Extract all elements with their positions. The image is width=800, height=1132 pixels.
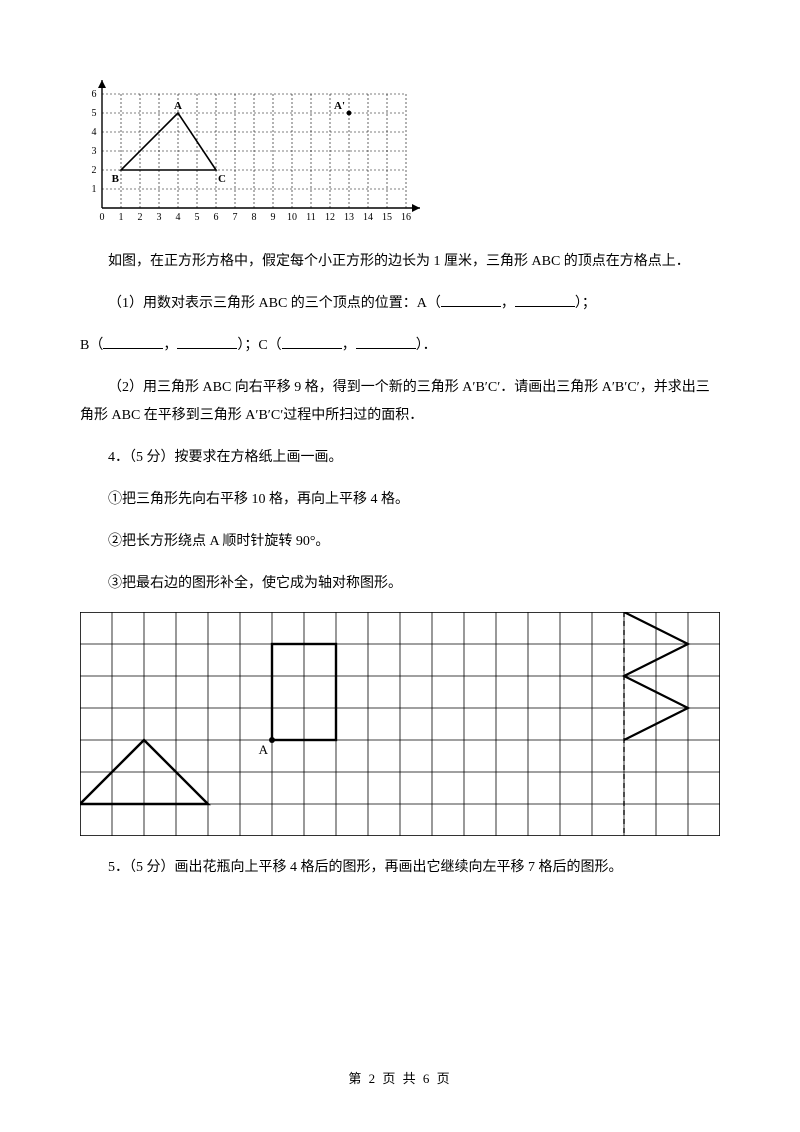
page-footer: 第 2 页 共 6 页: [0, 1066, 800, 1092]
svg-text:1: 1: [119, 212, 124, 223]
q1-b-end: ）．: [416, 338, 437, 353]
blank-a-x[interactable]: [441, 293, 501, 307]
svg-text:5: 5: [92, 108, 97, 119]
question-5: 5．（5 分）画出花瓶向上平移 4 格后的图形，再画出它继续向左平移 7 格后的…: [80, 854, 720, 882]
svg-text:13: 13: [344, 212, 354, 223]
svg-text:9: 9: [271, 212, 276, 223]
blank-c-x[interactable]: [282, 335, 342, 349]
svg-text:7: 7: [233, 212, 238, 223]
q1-text-a: （1）用数对表示三角形 ABC 的三个顶点的位置：A（: [108, 296, 441, 311]
svg-text:1: 1: [92, 184, 97, 195]
svg-text:16: 16: [401, 212, 411, 223]
sep3: ，: [342, 338, 356, 353]
svg-text:A: A: [174, 100, 182, 112]
question-4-3: ③把最右边的图形补全，使它成为轴对称图形。: [80, 570, 720, 598]
question-4-1: ①把三角形先向右平移 10 格，再向上平移 4 格。: [80, 486, 720, 514]
blank-b-y[interactable]: [177, 335, 237, 349]
svg-text:3: 3: [157, 212, 162, 223]
svg-text:10: 10: [287, 212, 297, 223]
svg-text:0: 0: [100, 212, 105, 223]
sep2: ，: [163, 338, 177, 353]
coord-svg: 012345678910111213141516123456ABCA': [80, 80, 420, 230]
svg-text:12: 12: [325, 212, 335, 223]
paragraph-q1-line2: B（ ， ）；C（ ， ）．: [80, 332, 720, 360]
svg-text:4: 4: [176, 212, 181, 223]
question-4: 4．（5 分）按要求在方格纸上画一画。: [80, 444, 720, 472]
blank-b-x[interactable]: [103, 335, 163, 349]
svg-text:A': A': [334, 100, 345, 112]
paragraph-q2: （2）用三角形 ABC 向右平移 9 格，得到一个新的三角形 A′B′C′．请画…: [80, 374, 720, 430]
question-4-2: ②把长方形绕点 A 顺时针旋转 90°。: [80, 528, 720, 556]
q1-b-prefix: B（: [80, 338, 103, 353]
paragraph-q1-line1: （1）用数对表示三角形 ABC 的三个顶点的位置：A（ ， ）；: [80, 290, 720, 318]
blank-a-y[interactable]: [515, 293, 575, 307]
svg-text:11: 11: [306, 212, 316, 223]
blank-c-y[interactable]: [356, 335, 416, 349]
paragraph-intro: 如图，在正方形方格中，假定每个小正方形的边长为 1 厘米，三角形 ABC 的顶点…: [80, 248, 720, 276]
svg-text:3: 3: [92, 146, 97, 157]
figure-grid-coordinate: 012345678910111213141516123456ABCA': [80, 80, 720, 230]
svg-text:B: B: [112, 173, 120, 185]
svg-text:6: 6: [92, 89, 97, 100]
svg-text:C: C: [218, 173, 226, 185]
svg-text:5: 5: [195, 212, 200, 223]
close: ）；: [575, 296, 596, 311]
svg-text:4: 4: [92, 127, 97, 138]
svg-text:8: 8: [252, 212, 257, 223]
svg-text:6: 6: [214, 212, 219, 223]
sep: ，: [501, 296, 515, 311]
grid-svg: A: [80, 612, 720, 836]
figure-grid-shapes: A: [80, 612, 720, 836]
svg-text:2: 2: [138, 212, 143, 223]
svg-text:A: A: [259, 742, 269, 757]
svg-text:14: 14: [363, 212, 373, 223]
svg-text:2: 2: [92, 165, 97, 176]
svg-text:15: 15: [382, 212, 392, 223]
q1-b-mid: ）；C（: [237, 338, 281, 353]
